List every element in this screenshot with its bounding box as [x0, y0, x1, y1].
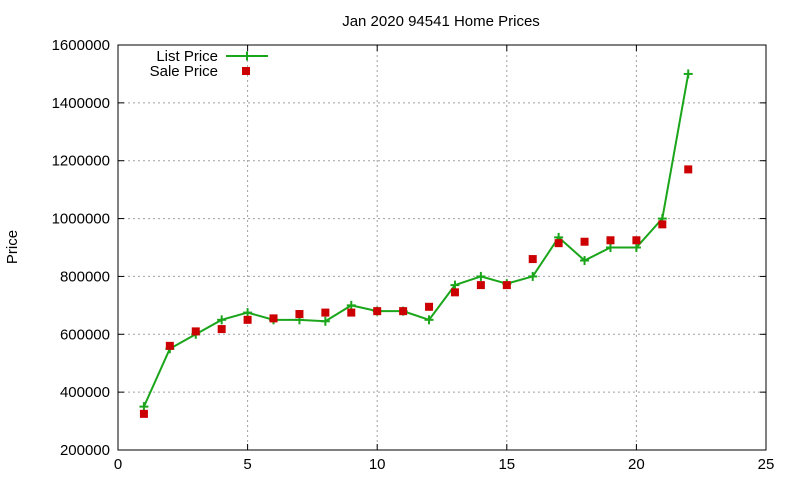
- sale-price-point: [554, 239, 563, 248]
- chart-title: Jan 2020 94541 Home Prices: [342, 13, 540, 30]
- legend-marker-sale-price: [242, 67, 250, 75]
- sale-price-point: [425, 302, 434, 311]
- legend: List Price Sale Price: [150, 48, 268, 80]
- sale-price-point: [217, 325, 226, 334]
- sale-price-point: [658, 220, 667, 229]
- sale-price-point: [165, 341, 174, 350]
- sale-price-point: [373, 307, 382, 316]
- list-price-point: [605, 243, 615, 252]
- y-tick-label: 200000: [60, 442, 110, 459]
- sale-price-point: [399, 307, 408, 316]
- sale-price-point: [269, 314, 278, 323]
- sale-price-point: [191, 327, 200, 336]
- plot-frame: [117, 44, 767, 451]
- sale-price-point: [347, 308, 356, 317]
- tick-layer: 0 5 10 15 20 25 200000 400000 600000 800000 100000…: [52, 37, 775, 473]
- list-price-point: [217, 315, 227, 325]
- list-price-point: [346, 300, 356, 310]
- x-tick-label: 10: [369, 456, 386, 473]
- y-tick-label: 1600000: [52, 37, 110, 54]
- list-price-point: [139, 402, 149, 412]
- grid-layer: [118, 45, 766, 450]
- y-tick-label: 1000000: [52, 211, 110, 228]
- sale-price-point: [580, 237, 589, 246]
- y-tick-label: 1400000: [52, 95, 110, 112]
- sale-price-point: [243, 315, 252, 324]
- list-price-point: [243, 308, 253, 318]
- list-price-point: [450, 280, 460, 290]
- sale-price-point: [450, 288, 459, 297]
- sale-price-point: [476, 281, 485, 290]
- sale-price-point: [528, 255, 537, 264]
- sale-price-point: [295, 310, 304, 319]
- list-price-point: [631, 243, 641, 252]
- sale-price-point: [684, 165, 693, 174]
- x-tick-label: 15: [498, 456, 515, 473]
- x-tick-label: 25: [758, 456, 775, 473]
- sale-price-point: [632, 236, 641, 245]
- legend-marker-list-price: [242, 51, 252, 61]
- sale-price-point: [502, 281, 511, 290]
- legend-label-list-price: List Price: [156, 48, 218, 65]
- y-tick-label: 600000: [60, 326, 110, 343]
- legend-label-sale-price: Sale Price: [150, 63, 218, 80]
- y-tick-label: 800000: [60, 268, 110, 285]
- y-tick-label: 1200000: [52, 153, 110, 170]
- x-tick-label: 0: [114, 456, 122, 473]
- list-price-point: [424, 315, 434, 325]
- x-tick-label: 20: [628, 456, 645, 473]
- legend-plus: [242, 51, 252, 61]
- y-tick-label: 400000: [60, 384, 110, 401]
- y-axis-label: Price: [4, 230, 21, 264]
- list-price-point: [476, 271, 486, 281]
- list-price-point: [580, 256, 590, 266]
- series-sale-price: [139, 165, 693, 418]
- list-price-point: [683, 69, 693, 79]
- sale-price-point: [139, 409, 148, 418]
- x-tick-label: 5: [243, 456, 251, 473]
- series-layer: [139, 69, 693, 418]
- list-price-point: [528, 271, 538, 281]
- list-price-line: [143, 73, 690, 408]
- sale-price-point: [606, 236, 615, 245]
- sale-price-point: [321, 308, 330, 317]
- list-price-point: [320, 316, 330, 326]
